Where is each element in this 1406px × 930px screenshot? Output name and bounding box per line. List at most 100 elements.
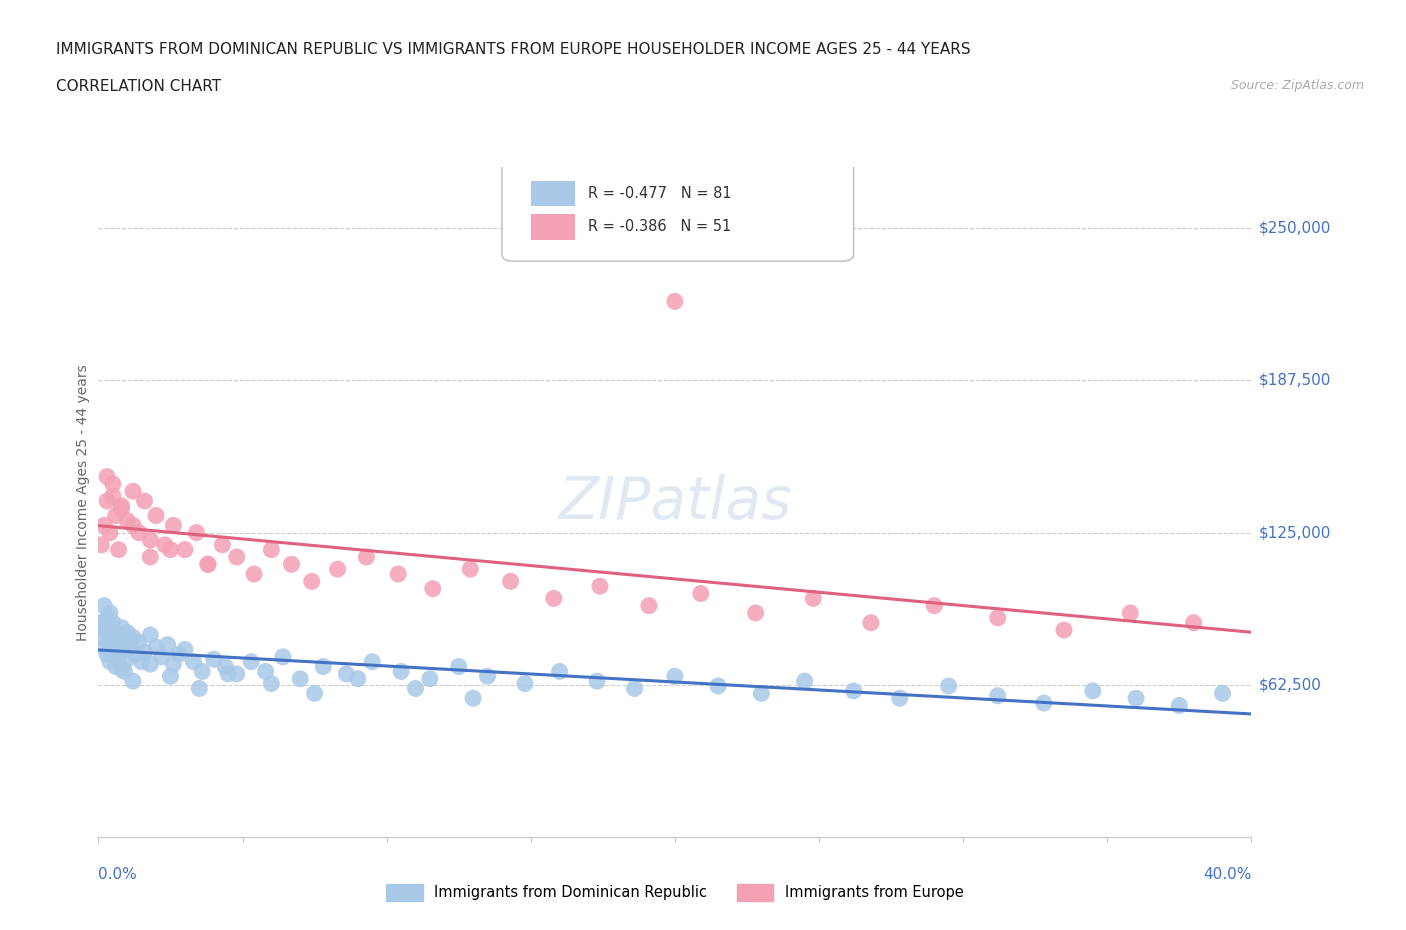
Point: [150, 649, 173, 664]
Point: [112, 664, 135, 679]
Point: [134, 644, 156, 659]
Point: [889, 691, 911, 706]
Point: [96, 610, 118, 625]
Point: [120, 640, 142, 655]
Point: [101, 476, 124, 491]
Point: [499, 574, 522, 589]
Point: [638, 598, 661, 613]
Point: [1125, 691, 1147, 706]
Text: ZIPatlas: ZIPatlas: [558, 473, 792, 531]
Point: [139, 657, 162, 671]
Point: [422, 581, 444, 596]
Point: [922, 598, 945, 613]
Point: [458, 562, 481, 577]
Point: [589, 578, 612, 593]
Point: [104, 659, 127, 674]
Point: [447, 659, 470, 674]
Point: [162, 518, 184, 533]
Point: [110, 620, 132, 635]
Bar: [530, 214, 575, 240]
Point: [260, 676, 283, 691]
Point: [107, 628, 129, 643]
Point: [387, 566, 409, 581]
Point: [110, 501, 132, 516]
Point: [101, 616, 124, 631]
Point: [117, 625, 138, 640]
Point: [101, 622, 124, 637]
Point: [356, 550, 378, 565]
Point: [167, 647, 190, 662]
Point: [101, 644, 124, 659]
Point: [139, 628, 162, 643]
Point: [139, 533, 162, 548]
Point: [225, 550, 247, 565]
Point: [128, 635, 150, 650]
Point: [801, 591, 824, 605]
Point: [93, 598, 115, 613]
Point: [211, 538, 233, 552]
Point: [304, 686, 326, 701]
Point: [1053, 622, 1076, 637]
Point: [174, 642, 197, 657]
Point: [90, 538, 112, 552]
Text: R = -0.386   N = 51: R = -0.386 N = 51: [588, 219, 731, 234]
Point: [98, 635, 121, 650]
Point: [186, 525, 208, 540]
Point: [842, 684, 865, 698]
Text: $187,500: $187,500: [1258, 373, 1330, 388]
Point: [197, 557, 219, 572]
Point: [326, 562, 349, 577]
Point: [543, 591, 565, 605]
Point: [183, 654, 205, 669]
Text: 0.0%: 0.0%: [98, 867, 138, 883]
Point: [260, 542, 283, 557]
Point: [312, 659, 335, 674]
Point: [1032, 696, 1054, 711]
Point: [159, 542, 181, 557]
Point: [751, 686, 773, 701]
Point: [240, 654, 263, 669]
Point: [188, 681, 211, 696]
Point: [335, 667, 357, 682]
Point: [131, 654, 153, 669]
Point: [744, 605, 766, 620]
Point: [623, 681, 645, 696]
Point: [110, 642, 132, 657]
Point: [107, 542, 129, 557]
Point: [112, 635, 135, 650]
Point: [93, 620, 115, 635]
Text: $62,500: $62,500: [1258, 677, 1322, 692]
Point: [110, 661, 132, 676]
Point: [122, 518, 145, 533]
Point: [664, 669, 686, 684]
Point: [101, 488, 124, 503]
Point: [197, 557, 219, 572]
Y-axis label: Householder Income Ages 25 - 44 years: Householder Income Ages 25 - 44 years: [76, 364, 90, 641]
Bar: [530, 180, 575, 206]
Point: [139, 550, 162, 565]
Point: [145, 508, 167, 523]
Point: [122, 484, 145, 498]
Point: [93, 518, 115, 533]
Point: [689, 586, 711, 601]
Point: [107, 649, 129, 664]
Point: [96, 494, 118, 509]
Point: [987, 688, 1010, 703]
Point: [153, 538, 176, 552]
Point: [156, 637, 179, 652]
Point: [202, 652, 225, 667]
Point: [98, 605, 121, 620]
Point: [98, 525, 121, 540]
Text: R = -0.477   N = 81: R = -0.477 N = 81: [588, 186, 733, 201]
Point: [1081, 684, 1104, 698]
Point: [254, 664, 277, 679]
Point: [96, 470, 118, 485]
Point: [217, 667, 239, 682]
Text: $125,000: $125,000: [1258, 525, 1330, 540]
Point: [243, 566, 266, 581]
Point: [280, 557, 302, 572]
Point: [93, 640, 115, 655]
Point: [191, 664, 214, 679]
Text: 40.0%: 40.0%: [1204, 867, 1251, 883]
Point: [419, 671, 441, 686]
